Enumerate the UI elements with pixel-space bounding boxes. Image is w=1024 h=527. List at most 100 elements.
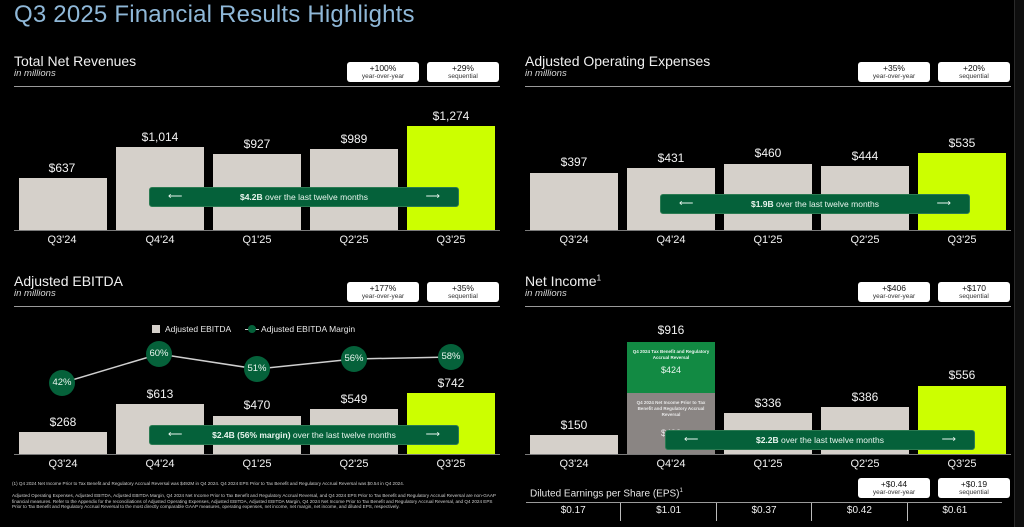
arrow-left-icon: ⟵ bbox=[679, 198, 694, 209]
bar-value: $397 bbox=[560, 155, 588, 169]
eps-sequential-badge: +$0.19 sequential bbox=[938, 478, 1010, 498]
divider bbox=[525, 86, 1011, 87]
x-label: Q2'25 bbox=[850, 234, 880, 246]
arrow-right-icon: ⟶ bbox=[425, 191, 440, 202]
arrow-left-icon: ⟵ bbox=[168, 191, 183, 202]
eps-cell: $0.17 bbox=[526, 503, 622, 521]
x-label: Q2'25 bbox=[339, 458, 369, 470]
bar-value: $150 bbox=[560, 418, 588, 432]
x-label: Q4'24 bbox=[656, 458, 686, 470]
legend-bar-swatch bbox=[152, 325, 160, 333]
bar-value: $556 bbox=[948, 368, 976, 382]
panel-adjusted-operating-expenses: Adjusted Operating Expenses in millions … bbox=[525, 53, 1011, 248]
panel-title: Net Income1 bbox=[525, 273, 602, 289]
yoy-badge: +$406 year-over-year bbox=[858, 282, 930, 302]
arrow-left-icon: ⟵ bbox=[168, 429, 183, 440]
arrow-right-icon: ⟶ bbox=[425, 429, 440, 440]
margin-bubble: 56% bbox=[341, 346, 367, 372]
eps-cell: $0.37 bbox=[717, 503, 813, 521]
panel-adjusted-ebitda: Adjusted EBITDA in millions +177% year-ov… bbox=[14, 273, 500, 473]
bar-value: $549 bbox=[340, 392, 368, 406]
bar-value: $386 bbox=[851, 390, 879, 404]
panel-title: Total Net Revenues bbox=[14, 53, 137, 69]
sequential-badge: +29% sequential bbox=[427, 62, 499, 82]
x-label: Q1'25 bbox=[753, 234, 783, 246]
divider bbox=[14, 86, 500, 87]
eps-cell: $0.61 bbox=[942, 505, 968, 516]
yoy-badge: +177% year-over-year bbox=[347, 282, 419, 302]
x-label: Q3'24 bbox=[48, 458, 78, 470]
bar-value: $470 bbox=[243, 398, 271, 412]
ttm-banner: ⟵ $4.2B over the last twelve months ⟶ bbox=[149, 187, 459, 207]
x-label: Q4'24 bbox=[656, 234, 686, 246]
x-label: Q1'25 bbox=[242, 234, 272, 246]
eps-yoy-badge: +$0.44 year-over-year bbox=[858, 478, 930, 498]
panel-title: Adjusted EBITDA bbox=[14, 273, 123, 289]
arrow-right-icon: ⟶ bbox=[941, 434, 956, 445]
bar-q3-24 bbox=[530, 173, 618, 230]
x-axis bbox=[525, 454, 1011, 455]
bar-q3-25 bbox=[407, 126, 495, 230]
bar-value: $927 bbox=[243, 137, 271, 151]
sequential-badge: +20% sequential bbox=[938, 62, 1010, 82]
yoy-badge: +35% year-over-year bbox=[858, 62, 930, 82]
x-label: Q3'25 bbox=[436, 234, 466, 246]
bar-value: $444 bbox=[851, 149, 879, 163]
x-label: Q4'24 bbox=[145, 234, 175, 246]
panel-total-net-revenues: Total Net Revenues in millions +100% year… bbox=[14, 53, 500, 248]
bar-q3-24 bbox=[19, 432, 107, 454]
margin-bubble: 58% bbox=[438, 344, 464, 370]
x-label: Q3'24 bbox=[559, 234, 589, 246]
x-label: Q2'25 bbox=[850, 458, 880, 470]
x-label: Q2'25 bbox=[339, 234, 369, 246]
panel-title: Adjusted Operating Expenses bbox=[525, 53, 711, 69]
eps-cell: $1.01 bbox=[621, 503, 717, 521]
eps-cell: $0.42 bbox=[812, 503, 908, 521]
x-axis bbox=[14, 230, 500, 231]
bar-value: $268 bbox=[49, 415, 77, 429]
bar-q3-24 bbox=[530, 435, 618, 454]
ttm-banner: ⟵ $1.9B over the last twelve months ⟶ bbox=[660, 194, 970, 214]
page-title: Q3 2025 Financial Results Highlights bbox=[14, 1, 415, 28]
bar-value: $431 bbox=[657, 151, 685, 165]
x-axis bbox=[14, 454, 500, 455]
window-edge bbox=[1014, 0, 1024, 527]
bar-value: $1,274 bbox=[432, 109, 470, 123]
yoy-badge: +100% year-over-year bbox=[347, 62, 419, 82]
x-label: Q3'25 bbox=[436, 458, 466, 470]
bar-value: $535 bbox=[948, 136, 976, 150]
x-label: Q4'24 bbox=[145, 458, 175, 470]
bar-value: $460 bbox=[754, 146, 782, 160]
bar-value: $613 bbox=[146, 387, 174, 401]
legend-line-marker-icon bbox=[245, 325, 260, 333]
margin-bubble: 60% bbox=[146, 341, 172, 367]
bar-value: $742 bbox=[437, 376, 465, 390]
bar-q3-25 bbox=[918, 153, 1006, 230]
bar-value: $336 bbox=[754, 396, 782, 410]
bar-q4-24-pre-tax-segment: Q4 2024 Net Income Prior to Tax Benefit … bbox=[627, 393, 715, 454]
panel-subtitle: in millions bbox=[525, 288, 567, 299]
panel-subtitle: in millions bbox=[14, 288, 56, 299]
x-label: Q3'25 bbox=[947, 234, 977, 246]
eps-title: Diluted Earnings per Share (EPS)1 bbox=[530, 488, 683, 500]
margin-bubble: 42% bbox=[49, 370, 75, 396]
panel-subtitle: in millions bbox=[525, 68, 567, 79]
chart-legend: Adjusted EBITDA Adjusted EBITDA Margin bbox=[152, 324, 355, 334]
eps-values-row: $0.17 $1.01 $0.37 $0.42 $0.61 bbox=[526, 502, 1002, 521]
divider bbox=[14, 306, 500, 307]
ttm-banner: ⟵ $2.2B over the last twelve months ⟶ bbox=[665, 430, 975, 450]
footnote-1: (1) Q4 2024 Net Income Prior to Tax Bene… bbox=[12, 481, 405, 486]
sequential-badge: +$170 sequential bbox=[938, 282, 1010, 302]
sequential-badge: +35% sequential bbox=[427, 282, 499, 302]
ttm-banner: ⟵ $2.4B (56% margin) over the last twelv… bbox=[149, 425, 459, 445]
x-label: Q1'25 bbox=[242, 458, 272, 470]
divider bbox=[525, 306, 1011, 307]
panel-subtitle: in millions bbox=[14, 68, 56, 79]
margin-bubble: 51% bbox=[244, 356, 270, 382]
x-axis bbox=[525, 230, 1011, 231]
bar-value: $916 bbox=[657, 323, 685, 337]
bar-value: $637 bbox=[48, 161, 76, 175]
bar-value: $1,014 bbox=[141, 130, 179, 144]
bar-q4-24-tax-benefit-segment: Q4 2024 Tax Benefit and Regulatory Accru… bbox=[627, 342, 715, 393]
bar-q3-24 bbox=[19, 178, 107, 230]
